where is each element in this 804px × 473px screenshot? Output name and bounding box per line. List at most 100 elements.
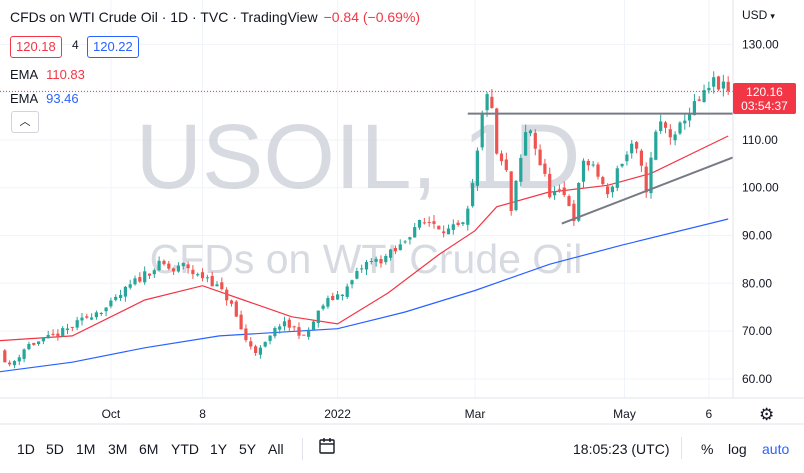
candle-body xyxy=(446,228,451,235)
candle-body xyxy=(119,295,123,298)
ema-2-name: EMA xyxy=(10,91,38,106)
candle-body xyxy=(12,361,17,366)
time-tick-label: Oct xyxy=(102,407,121,421)
candle-body xyxy=(692,101,696,116)
price-tick-label: 130.00 xyxy=(742,37,779,51)
candle-body xyxy=(263,342,267,347)
toolbar-divider-right xyxy=(681,437,682,459)
candle-body xyxy=(181,263,185,267)
candle-body xyxy=(8,362,12,365)
ema-legend-2[interactable]: EMA 93.46 xyxy=(10,91,79,106)
chevron-up-icon: ︿ xyxy=(19,116,31,128)
range-button-5y[interactable]: 5Y xyxy=(239,441,257,457)
time-tick-label: Mar xyxy=(465,407,486,421)
price-axis xyxy=(733,0,804,398)
candle-body xyxy=(427,222,431,223)
candle-body xyxy=(94,312,98,318)
candle-body xyxy=(75,320,79,328)
log-scale-toggle[interactable]: log xyxy=(728,441,747,457)
price-tick-label: 70.00 xyxy=(742,324,772,338)
candle-body xyxy=(389,249,393,258)
candle-body xyxy=(61,328,65,336)
candle-body xyxy=(239,314,243,330)
candle-body xyxy=(196,274,200,276)
gear-icon: ⚙ xyxy=(759,405,775,424)
candle-body xyxy=(22,349,26,359)
candle-body xyxy=(625,154,629,162)
candle-body xyxy=(172,268,176,272)
candle-body xyxy=(548,173,552,198)
utc-clock[interactable]: 18:05:23 (UTC) xyxy=(573,441,670,457)
buy-price-button[interactable]: 120.22 xyxy=(87,36,139,58)
range-button-ytd[interactable]: YTD xyxy=(171,441,199,457)
date-range-button[interactable] xyxy=(318,437,336,460)
candle-body xyxy=(524,132,528,156)
time-tick-label: 6 xyxy=(706,407,713,421)
candle-body xyxy=(639,150,643,166)
candle-body xyxy=(403,241,407,243)
candle-body xyxy=(562,187,566,195)
last-price-value: 120.16 xyxy=(746,85,783,100)
candle-body xyxy=(51,333,55,335)
candle-body xyxy=(514,180,518,211)
candle-body xyxy=(659,121,663,131)
candle-body xyxy=(567,196,571,207)
candle-body xyxy=(654,131,658,160)
candle-body xyxy=(408,237,412,240)
candle-body xyxy=(543,163,547,174)
candle-body xyxy=(480,112,484,148)
candle-body xyxy=(572,203,576,221)
candle-body xyxy=(200,272,205,279)
candle-body xyxy=(451,224,455,230)
currency-selector[interactable]: USD ▾ xyxy=(742,8,775,22)
range-button-6m[interactable]: 6M xyxy=(139,441,159,457)
auto-scale-toggle[interactable]: auto xyxy=(762,441,790,457)
price-tick-label: 60.00 xyxy=(742,372,772,386)
range-button-5d[interactable]: 5D xyxy=(46,441,64,457)
range-button-all[interactable]: All xyxy=(268,441,284,457)
price-tick-label: 100.00 xyxy=(742,181,779,195)
candle-body xyxy=(282,321,287,327)
candle-body xyxy=(620,163,624,167)
sell-price-button[interactable]: 120.18 xyxy=(10,36,62,58)
candle-body xyxy=(268,335,272,341)
candle-body xyxy=(393,248,397,252)
candle-body xyxy=(475,150,479,186)
candle-body xyxy=(138,277,142,282)
candle-body xyxy=(630,143,634,154)
candle-body xyxy=(311,321,316,330)
range-button-1y[interactable]: 1Y xyxy=(210,441,228,457)
candle-body xyxy=(649,157,653,194)
percent-scale-toggle[interactable]: % xyxy=(701,441,714,457)
ema-legend-1[interactable]: EMA 110.83 xyxy=(10,67,85,82)
candle-body xyxy=(99,313,103,314)
candle-body xyxy=(350,280,354,285)
candle-body xyxy=(485,94,489,111)
symbol-title[interactable]: CFDs on WTI Crude Oil · 1D · TVC · Tradi… xyxy=(10,9,318,25)
chart-settings-button[interactable]: ⚙ xyxy=(759,405,774,425)
last-price-label: 120.16 03:54:37 xyxy=(733,83,796,115)
candle-body xyxy=(456,222,460,225)
range-button-3m[interactable]: 3M xyxy=(108,441,128,457)
candle-body xyxy=(413,227,417,238)
candle-body xyxy=(442,231,446,234)
candle-body xyxy=(668,129,672,138)
ema-2-value: 93.46 xyxy=(46,91,79,106)
candle-body xyxy=(553,191,557,196)
candle-body xyxy=(702,90,706,103)
candle-body xyxy=(17,357,21,362)
price-tick-label: 110.00 xyxy=(742,133,778,147)
collapse-legend-button[interactable]: ︿ xyxy=(11,111,39,133)
candle-body xyxy=(114,296,118,300)
candle-body xyxy=(495,108,499,154)
trend-line xyxy=(561,150,748,225)
candle-body xyxy=(297,327,301,336)
candle-body xyxy=(307,329,311,337)
candle-body xyxy=(398,244,402,251)
range-button-1m[interactable]: 1M xyxy=(76,441,96,457)
range-button-1d[interactable]: 1D xyxy=(17,441,35,457)
chevron-down-icon: ▾ xyxy=(770,11,775,21)
candle-body xyxy=(123,286,127,297)
